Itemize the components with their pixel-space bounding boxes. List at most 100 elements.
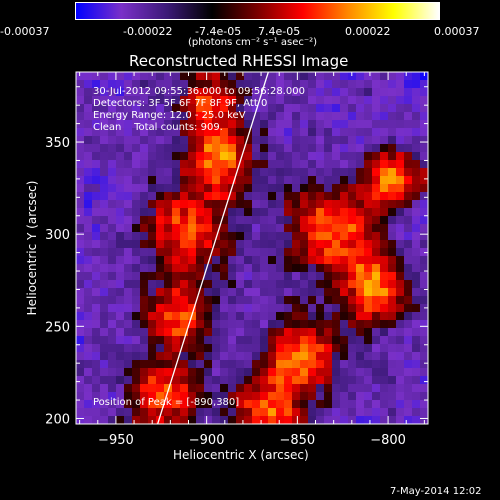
heatmap-cell: [364, 144, 373, 153]
heatmap-cell: [260, 272, 269, 281]
heatmap-cell: [340, 304, 349, 313]
heatmap-cell: [204, 128, 213, 137]
heatmap-cell: [228, 376, 237, 385]
heatmap-cell: [212, 128, 221, 137]
heatmap-cell: [380, 184, 389, 193]
heatmap-cell: [260, 360, 269, 369]
heatmap-cell: [268, 360, 277, 369]
heatmap-cell: [396, 200, 405, 209]
heatmap-cell: [260, 136, 269, 145]
heatmap-cell: [364, 312, 373, 321]
heatmap-cell: [164, 120, 173, 129]
heatmap-cell: [188, 336, 197, 345]
heatmap-cell: [76, 168, 85, 177]
heatmap-cell: [140, 232, 149, 241]
heatmap-cell: [420, 320, 428, 329]
heatmap-cell: [340, 80, 349, 89]
heatmap-cell: [276, 88, 285, 97]
heatmap-cell: [212, 88, 221, 97]
heatmap-cell: [252, 384, 261, 393]
heatmap-cell: [300, 240, 309, 249]
heatmap-cell: [236, 96, 245, 105]
heatmap-cell: [132, 280, 141, 289]
heatmap-cell: [372, 184, 381, 193]
heatmap-cell: [236, 200, 245, 209]
heatmap-cell: [268, 296, 277, 305]
heatmap-cell: [292, 296, 301, 305]
heatmap-cell: [324, 208, 333, 217]
heatmap-cell: [420, 152, 428, 161]
heatmap-cell: [380, 296, 389, 305]
heatmap-cell: [268, 216, 277, 225]
heatmap-cell: [196, 384, 205, 393]
heatmap-cell: [164, 232, 173, 241]
heatmap-cell: [300, 296, 309, 305]
heatmap-cell: [332, 304, 341, 313]
heatmap-cell: [372, 280, 381, 289]
heatmap-cell: [404, 168, 413, 177]
heatmap-cell: [132, 264, 141, 273]
heatmap-cell: [124, 176, 133, 185]
heatmap-cell: [124, 160, 133, 169]
heatmap-cell: [356, 144, 365, 153]
heatmap-cell: [156, 352, 165, 361]
heatmap-cell: [140, 344, 149, 353]
heatmap-cell: [308, 296, 317, 305]
heatmap-cell: [180, 264, 189, 273]
heatmap-cell: [172, 96, 181, 105]
heatmap-cell: [108, 168, 117, 177]
heatmap-cell: [412, 256, 421, 265]
heatmap-cell: [124, 248, 133, 257]
heatmap-cell: [308, 136, 317, 145]
heatmap-cell: [100, 80, 109, 89]
heatmap-cell: [404, 256, 413, 265]
heatmap-cell: [332, 192, 341, 201]
heatmap-cell: [172, 304, 181, 313]
heatmap-cell: [244, 336, 253, 345]
heatmap-cell: [268, 272, 277, 281]
heatmap-cell: [260, 232, 269, 241]
heatmap-cell: [188, 408, 197, 417]
heatmap-cell: [108, 360, 117, 369]
heatmap-cell: [284, 288, 293, 297]
heatmap-cell: [348, 80, 357, 89]
heatmap-cell: [148, 264, 157, 273]
heatmap-cell: [132, 240, 141, 249]
heatmap-cell: [324, 176, 333, 185]
heatmap-cell: [404, 312, 413, 321]
heatmap-cell: [412, 88, 421, 97]
heatmap-cell: [404, 216, 413, 225]
heatmap-cell: [332, 240, 341, 249]
heatmap-cell: [308, 128, 317, 137]
heatmap-cell: [276, 104, 285, 113]
heatmap-cell: [108, 120, 117, 129]
heatmap-cell: [212, 264, 221, 273]
heatmap-cell: [268, 120, 277, 129]
heatmap-cell: [180, 184, 189, 193]
heatmap-cell: [92, 80, 101, 89]
heatmap-cell: [252, 128, 261, 137]
heatmap-cell: [340, 280, 349, 289]
heatmap-cell: [76, 376, 85, 385]
heatmap-cell: [212, 360, 221, 369]
heatmap-cell: [172, 80, 181, 89]
heatmap-cell: [276, 328, 285, 337]
heatmap-cell: [252, 72, 261, 81]
heatmap-cell: [116, 96, 125, 105]
heatmap-cell: [260, 384, 269, 393]
heatmap-cell: [388, 144, 397, 153]
heatmap-cell: [92, 400, 101, 409]
heatmap-cell: [236, 256, 245, 265]
heatmap-cell: [156, 80, 165, 89]
heatmap-cell: [420, 272, 428, 281]
heatmap-cell: [332, 272, 341, 281]
heatmap-cell: [76, 392, 85, 401]
heatmap-cell: [388, 208, 397, 217]
heatmap-cell: [404, 224, 413, 233]
heatmap-cell: [380, 216, 389, 225]
heatmap-cell: [316, 144, 325, 153]
heatmap-cell: [284, 88, 293, 97]
heatmap-cell: [100, 304, 109, 313]
heatmap-cell: [116, 408, 125, 417]
heatmap-cell: [140, 192, 149, 201]
